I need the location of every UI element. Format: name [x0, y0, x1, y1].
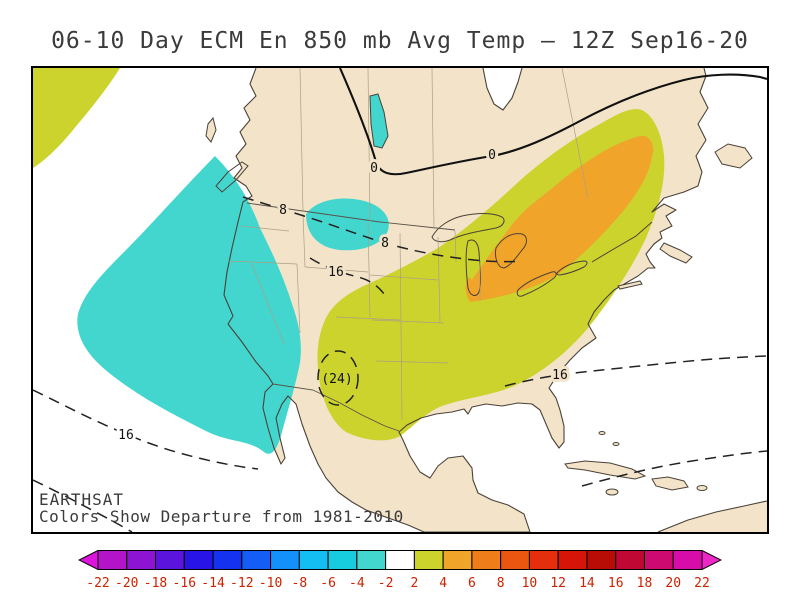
contour-label-16c: 16 — [118, 428, 134, 443]
colorbar-segment — [615, 550, 645, 570]
bahamas-island-2 — [612, 442, 620, 446]
colorbar-segment — [126, 550, 157, 570]
contour-16-east — [504, 355, 767, 387]
colorbar-arrow-left — [77, 549, 99, 571]
contour-label-16a: 16 — [328, 265, 344, 280]
colorbar-tick-label: -2 — [377, 576, 394, 591]
contour-label-0b: 0 — [488, 148, 496, 163]
colorbar-segment — [442, 550, 473, 570]
lake-erie — [516, 271, 557, 297]
contour-label-16b: 16 — [552, 368, 568, 383]
vancouver-island — [215, 161, 249, 193]
south-america-coastline — [657, 500, 767, 532]
contour-label-24: (24) — [321, 372, 352, 387]
colorbar-segment — [500, 550, 530, 570]
colorbar-tick-label: -18 — [143, 576, 168, 591]
colorbar-segment — [413, 550, 444, 570]
colorbar-segment — [356, 550, 387, 570]
coastline — [223, 68, 709, 532]
colorbar-segment — [241, 550, 272, 570]
colorbar-tick-label: 8 — [496, 576, 505, 591]
colorbar-tick-label: 12 — [550, 576, 567, 591]
colorbar-tick-labels: -22 -20 -18 -16 -14 -12 -10 -8 -6 -4 -2 2 4 6 8 10 12 14 1… — [78, 576, 722, 592]
colorbar-tick-label: -20 — [115, 576, 139, 591]
colorbar-segment — [557, 550, 588, 570]
south-america-landmass — [658, 501, 767, 532]
colorbar-segment — [385, 550, 415, 570]
long-island — [617, 280, 643, 290]
hispaniola-island — [651, 476, 689, 491]
colorbar-segment — [528, 550, 559, 570]
us-mexico-border — [272, 383, 400, 432]
colorbar-segment — [97, 550, 128, 570]
lake-ontario — [556, 260, 588, 276]
contour-8 — [242, 196, 523, 263]
nova-scotia — [659, 242, 693, 264]
warm-anomaly-region-nw — [33, 68, 120, 168]
colorbar-tick-label: 6 — [467, 576, 476, 591]
colorbar-legend: -22 -20 -18 -16 -14 -12 -10 -8 -6 -4 -2 2 4 6 8 10 12 14 1… — [77, 549, 723, 592]
colorbar-tick-label: -14 — [201, 576, 225, 591]
colorbar-tick-label: 14 — [579, 576, 595, 591]
colorbar-tick-label: 4 — [439, 576, 448, 591]
bahamas-island — [598, 431, 606, 435]
contour-16-pacific — [33, 389, 259, 470]
caption-text: Colors Show Departure from 1981-2010 — [39, 507, 404, 526]
contour-0 — [339, 68, 767, 176]
contour-24-caribbean — [581, 450, 767, 487]
colorbar-tick-label: -8 — [291, 576, 308, 591]
lake-michigan — [465, 239, 482, 296]
colorbar-tick-label: -16 — [172, 576, 197, 591]
colorbar-segment — [643, 550, 674, 570]
colorbar-segment — [155, 550, 185, 570]
colorbar-segment — [672, 550, 703, 570]
great-lakes — [431, 213, 653, 297]
newfoundland-island — [714, 143, 753, 169]
province-borders — [299, 68, 589, 230]
warmer-anomaly-region-great-lakes — [465, 135, 654, 302]
jamaica-island — [605, 488, 619, 496]
puerto-rico-island — [696, 485, 708, 491]
colorbar-tick-label: -6 — [320, 576, 336, 591]
contour-24-closed — [317, 350, 359, 406]
haida-gwaii-island — [205, 116, 217, 143]
lake-huron — [495, 233, 527, 269]
colorbar — [77, 549, 723, 571]
colorbar-tick-label: -22 — [86, 576, 110, 591]
contour-24-pacific — [33, 479, 133, 532]
colorbar-tick-label: -12 — [230, 576, 254, 591]
colorbar-segment — [212, 550, 243, 570]
contour-16-central — [309, 257, 387, 298]
state-borders — [228, 213, 481, 421]
colorbar-segment — [471, 550, 502, 570]
contour-label-8a: 8 — [279, 203, 287, 218]
colorbar-tick-label: 2 — [410, 576, 419, 591]
colorbar-tick-label: 20 — [665, 576, 682, 591]
contour-label-0a: 0 — [370, 161, 378, 176]
lake-winnipeg — [369, 93, 389, 149]
weather-map: 0 0 8 8 16 (24) 16 16 EARTHSAT Colors Sh… — [31, 66, 769, 534]
lake-superior — [431, 213, 505, 243]
credit-text: EARTHSAT — [39, 490, 125, 509]
cold-anomaly-region-west — [77, 156, 301, 454]
colorbar-segment — [586, 550, 617, 570]
colorbar-tick-label: 22 — [694, 576, 710, 591]
colorbar-tick-label: 18 — [636, 576, 653, 591]
colorbar-segment — [298, 550, 329, 570]
colorbar-segment — [270, 550, 300, 570]
colorbar-segment — [183, 550, 214, 570]
contour-label-8b: 8 — [381, 236, 389, 251]
page-title: 06-10 Day ECM En 850 mb Avg Temp — 12Z S… — [51, 28, 749, 54]
colorbar-arrow-right — [701, 549, 723, 571]
colorbar-tick-label: -10 — [258, 576, 283, 591]
colorbar-tick-label: 10 — [521, 576, 538, 591]
st-lawrence-river — [591, 221, 653, 263]
colorbar-tick-label: 16 — [607, 576, 624, 591]
colorbar-segment — [327, 550, 358, 570]
colorbar-tick-label: -4 — [349, 576, 365, 591]
map-canvas: 0 0 8 8 16 (24) 16 16 — [33, 68, 767, 532]
